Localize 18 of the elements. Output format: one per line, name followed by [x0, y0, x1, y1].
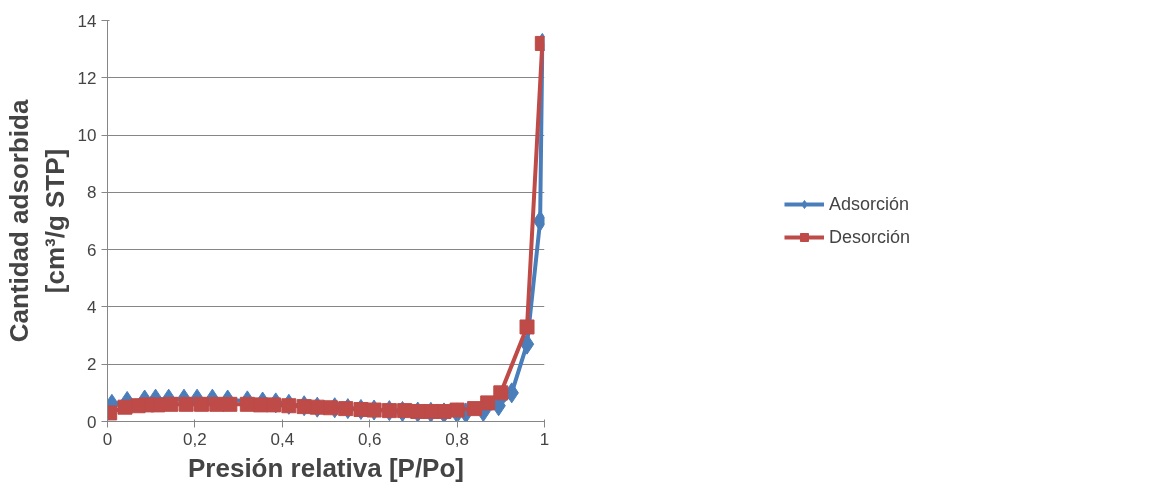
y-tick-label: 2	[87, 355, 97, 375]
x-tick-label: 0,4	[270, 429, 295, 449]
x-tick-label: 1	[539, 429, 550, 449]
y-tick-label: 0	[87, 412, 97, 432]
y-tick-label: 10	[77, 126, 97, 146]
x-tick-label: 0	[102, 429, 113, 449]
legend-label: Desorción	[828, 226, 911, 248]
x-tick-label: 0,2	[183, 429, 207, 449]
x-tick-label: 0,8	[445, 429, 469, 449]
legend-label: Adsorción	[828, 193, 910, 215]
y-axis-title: Cantidad adsorbida [cm³/g STP]	[3, 99, 70, 343]
x-axis-title: Presión relativa [P/Po]	[188, 452, 464, 483]
y-tick-label: 14	[77, 11, 97, 31]
y-tick-label: 12	[77, 68, 97, 88]
x-tick-label: 0,6	[357, 429, 382, 449]
y-tick-label: 8	[87, 183, 97, 203]
y-tick-label: 6	[87, 240, 97, 260]
y-tick-label: 4	[87, 297, 97, 317]
